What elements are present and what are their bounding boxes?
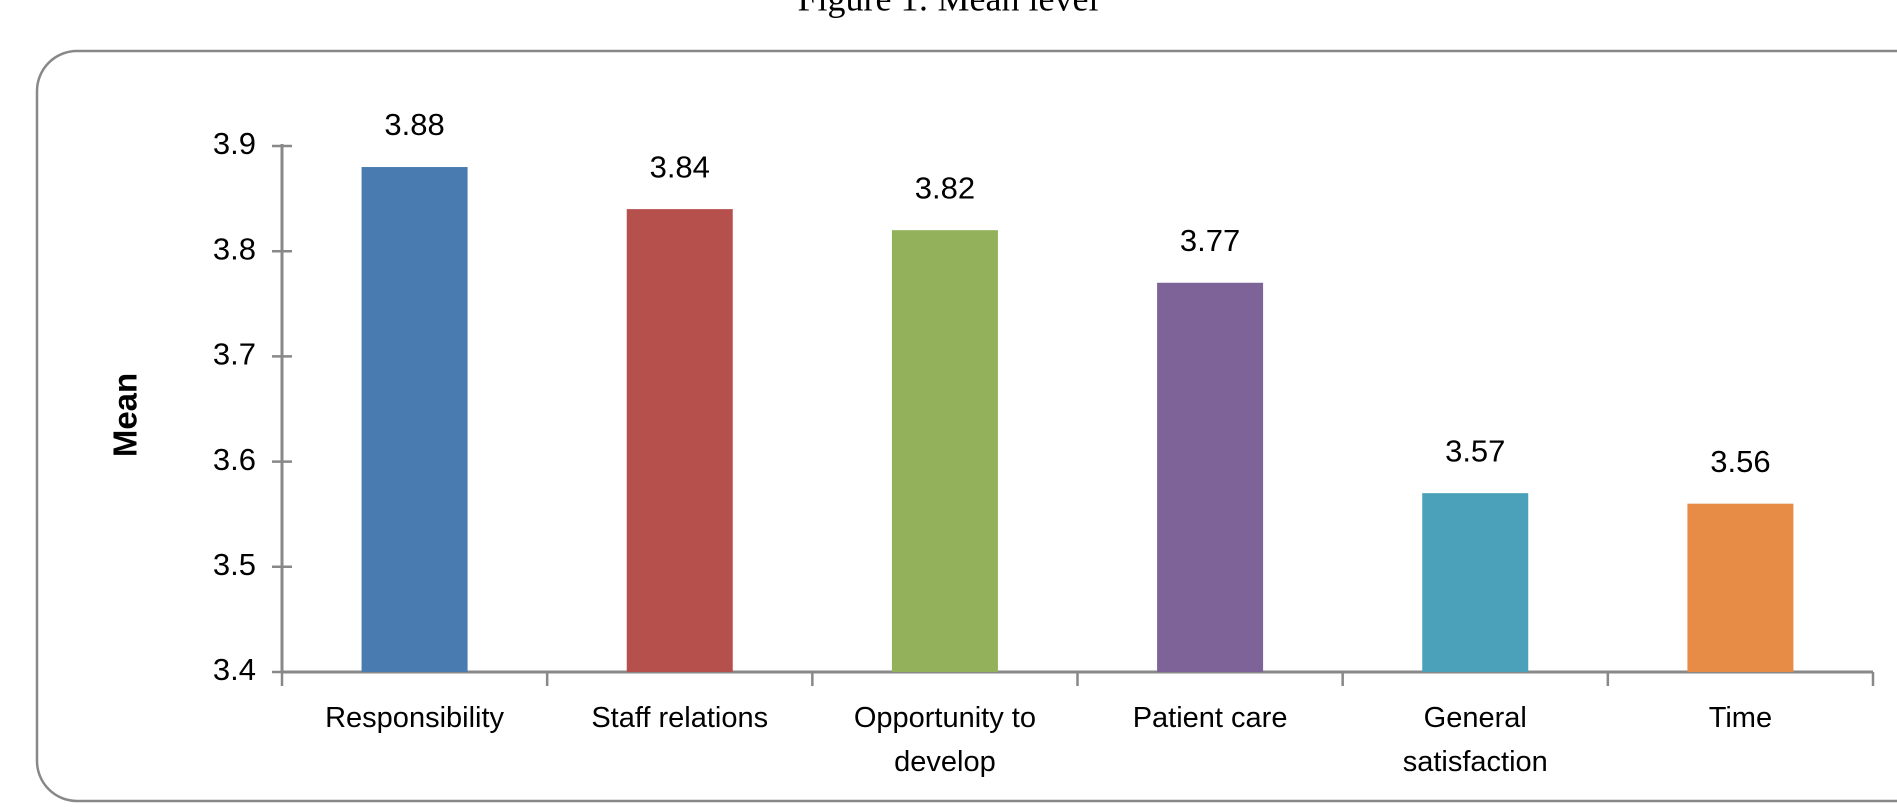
y-tick-label: 3.9 [213, 126, 256, 161]
bar [891, 230, 998, 672]
x-tick-label: Responsibility [325, 702, 505, 734]
value-label: 3.56 [1710, 444, 1770, 479]
value-label: 3.77 [1180, 223, 1240, 258]
x-tick-label-box: Opportunity to develop [853, 702, 1036, 778]
bar [1687, 503, 1794, 672]
bar [361, 167, 468, 673]
value-label: 3.84 [650, 149, 710, 184]
x-tick-label-box: Responsibility [325, 702, 505, 734]
bar [1157, 282, 1264, 672]
bar [1422, 493, 1529, 672]
x-tick-label: Time [1708, 702, 1773, 734]
y-axis-title: Mean [107, 373, 144, 457]
x-tick-label: Patient care [1132, 702, 1288, 734]
x-tick-label-box: Time [1708, 702, 1773, 734]
y-tick-label: 3.7 [213, 337, 256, 372]
x-tick-label: Staff relations [591, 702, 769, 734]
x-tick-label-box: Patient care [1132, 702, 1288, 734]
chart-title: Figure 1: Mean level [798, 0, 1099, 18]
bar [626, 209, 733, 672]
x-tick-label-box: Staff relations [591, 702, 769, 734]
x-tick-label: General satisfaction [1402, 702, 1548, 778]
y-tick-label: 3.5 [213, 547, 256, 582]
y-tick-label: 3.4 [213, 652, 256, 687]
y-tick-label: 3.6 [213, 442, 256, 477]
value-label: 3.82 [915, 170, 975, 205]
value-label: 3.57 [1445, 433, 1505, 468]
value-label: 3.88 [384, 107, 444, 142]
x-tick-label-box: General satisfaction [1402, 702, 1548, 778]
x-tick-label: Opportunity to develop [853, 702, 1036, 778]
y-tick-label: 3.8 [213, 231, 256, 266]
